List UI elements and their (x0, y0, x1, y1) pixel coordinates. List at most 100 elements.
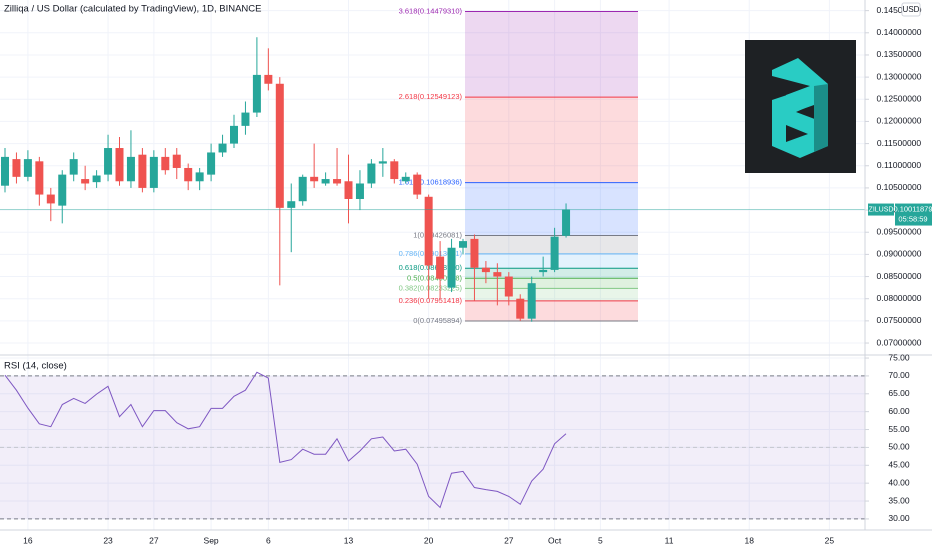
y-tick-label: 0.08500000 (877, 271, 922, 281)
logo-shade (814, 84, 828, 152)
y-tick-label: 0.14500000 (877, 5, 922, 15)
candle-body (447, 247, 456, 288)
y-tick-label: 75.00 (888, 352, 910, 362)
candle-body (333, 179, 342, 184)
candle-body (218, 143, 227, 153)
candle-body (149, 156, 158, 188)
fib-zone (465, 11, 638, 98)
fib-label: 0(0.07495894) (413, 316, 462, 325)
candle-body (504, 276, 513, 297)
x-tick-label: Oct (548, 535, 562, 545)
candle-body (35, 161, 44, 195)
y-tick-label: 30.00 (888, 513, 910, 523)
fib-label: 3.618(0.14479310) (399, 7, 463, 16)
candle-body (241, 112, 250, 126)
y-tick-label: 0.09500000 (877, 226, 922, 236)
candle-body (264, 74, 273, 84)
x-tick-label: 25 (825, 535, 835, 545)
candle-body (287, 201, 296, 208)
candle-body (310, 176, 319, 182)
candle-body (344, 181, 353, 199)
currency-label: USD (903, 5, 920, 14)
rsi-title: RSI (14, close) (4, 361, 67, 372)
candle-body (12, 159, 21, 177)
y-tick-label: 45.00 (888, 460, 910, 470)
fib-label: 0.236(0.07951418) (399, 296, 463, 305)
symbol-label: ZILUSD (869, 206, 894, 213)
rsi-pane (0, 371, 865, 520)
fib-zone (465, 268, 638, 279)
x-tick-label: 18 (745, 535, 755, 545)
fib-label: 0.382(0.08233225) (399, 283, 463, 292)
candle-body (516, 298, 525, 319)
candle-body (126, 156, 135, 182)
y-tick-label: 50.00 (888, 442, 910, 452)
x-tick-label: 13 (344, 535, 354, 545)
fib-label: 0.618(0.08688750) (399, 263, 463, 272)
candle-body (104, 148, 113, 175)
y-tick-label: 0.08000000 (877, 293, 922, 303)
candle-body (481, 267, 490, 273)
fibonacci-extension: 3.618(0.14479310) 2.618(0.12549123) 1.618(… (399, 7, 638, 325)
y-tick-label: 60.00 (888, 406, 910, 416)
candle-body (493, 272, 502, 277)
logo-cut (786, 125, 808, 142)
y-tick-label: 0.07500000 (877, 315, 922, 325)
candle-body (230, 125, 238, 144)
candle-body (252, 74, 261, 113)
candles (0, 37, 865, 322)
candle-body (355, 183, 364, 199)
candle-body (69, 159, 78, 175)
candle-body (207, 152, 216, 175)
candle-body (172, 154, 181, 168)
candle-body (81, 179, 90, 184)
fib-label: 1(0.09426081) (413, 230, 462, 239)
x-tick-label: 27 (504, 535, 514, 545)
candle-body (46, 194, 55, 204)
candle-body (550, 236, 559, 270)
x-tick-label: 23 (103, 535, 113, 545)
candle-body (367, 163, 376, 184)
fib-zone (465, 300, 638, 322)
y-tick-label: 0.12000000 (877, 116, 922, 126)
y-tick-label: 0.11500000 (877, 138, 922, 148)
candle-body (539, 269, 548, 273)
candle-body (413, 174, 422, 195)
candle-body (58, 174, 67, 206)
zilliqa-logo (745, 40, 856, 173)
symbol-tag (868, 203, 894, 216)
candle-body (1, 156, 9, 186)
y-tick-label: 0.11000000 (877, 160, 922, 170)
fib-zone (465, 278, 638, 289)
fib-label: 1.618(0.10618936) (399, 178, 463, 187)
x-tick-label: 5 (598, 535, 603, 545)
y-tick-label: 55.00 (888, 424, 910, 434)
y-tick-label: 0.12500000 (877, 94, 922, 104)
candle-body (378, 161, 387, 164)
candle-body (275, 83, 284, 208)
candle-body (298, 176, 307, 202)
y-tick-label: 0.13000000 (877, 71, 922, 81)
x-tick-label: 6 (266, 535, 271, 545)
candle-body (161, 156, 170, 171)
candle-body (115, 148, 124, 182)
fib-label: 0.5(0.08460988) (407, 273, 463, 282)
y-tick-label: 65.00 (888, 388, 910, 398)
currency-badge (901, 2, 921, 17)
x-tick-label: Sep (204, 535, 219, 545)
y-tick-label: 0.13500000 (877, 49, 922, 59)
fib-zone (465, 97, 638, 183)
x-tick-label: 27 (149, 535, 159, 545)
candle-body (23, 159, 32, 177)
axes: 0.07000000 0.07500000 0.08000000 0.08500000… (23, 5, 932, 545)
fib-zone (465, 288, 638, 301)
candle-body (390, 161, 399, 180)
y-tick-label: 70.00 (888, 370, 910, 380)
candle-body (138, 154, 147, 188)
y-tick-label: 0.09000000 (877, 249, 922, 259)
fib-zone (465, 182, 638, 236)
candle-body (401, 176, 410, 182)
y-tick-label: 0.07000000 (877, 337, 922, 347)
chart-title: Zilliqa / US Dollar (calculated by Tradi… (4, 4, 261, 15)
